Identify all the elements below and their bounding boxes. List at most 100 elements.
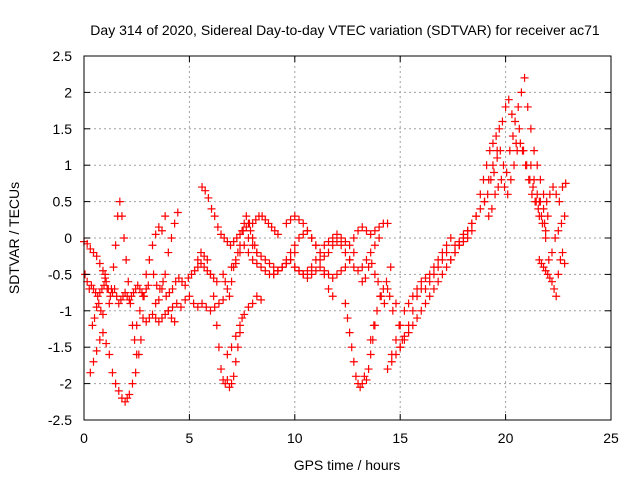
data-point: [463, 226, 472, 235]
series-arc-19: [290, 248, 358, 283]
data-point: [446, 234, 455, 242]
data-point: [554, 226, 563, 235]
series-arc-12: [198, 183, 282, 250]
data-point: [212, 321, 221, 330]
y-tick-label: 0: [64, 230, 72, 246]
data-point: [558, 248, 567, 257]
data-point: [269, 263, 278, 272]
data-point: [299, 270, 308, 279]
series-arc-18: [282, 212, 384, 275]
series-arc-16: [244, 219, 392, 279]
data-point: [434, 277, 443, 286]
data-point: [295, 266, 304, 275]
chart-title: Day 314 of 2020, Sidereal Day-to-day VTE…: [90, 22, 600, 38]
series-arc-05: [101, 197, 141, 359]
data-point: [130, 335, 139, 344]
data-point: [240, 241, 249, 250]
data-point: [502, 168, 511, 177]
series-arc-31: [535, 248, 569, 301]
data-point: [223, 284, 232, 293]
data-point: [549, 183, 558, 192]
data-point: [117, 212, 126, 221]
data-point: [98, 266, 107, 275]
data-point: [370, 270, 379, 279]
data-point: [547, 277, 556, 286]
data-point: [108, 368, 117, 377]
data-point: [202, 303, 211, 312]
data-point: [543, 270, 552, 279]
data-point: [429, 263, 438, 272]
data-point: [541, 266, 550, 275]
data-point: [370, 226, 379, 235]
data-point: [242, 212, 251, 221]
data-point: [238, 226, 247, 235]
data-point: [95, 259, 104, 268]
data-point: [95, 335, 104, 344]
data-point: [227, 379, 236, 388]
data-point: [505, 146, 514, 155]
data-point: [124, 277, 133, 286]
data-point: [229, 372, 238, 381]
data-point: [332, 270, 341, 279]
data-point: [364, 365, 373, 374]
data-point: [93, 292, 102, 301]
data-point: [122, 255, 131, 264]
data-point: [320, 266, 329, 275]
data-point: [526, 161, 535, 170]
data-point: [429, 284, 438, 293]
data-point: [89, 284, 98, 293]
data-point: [108, 288, 117, 297]
data-point: [273, 230, 282, 239]
data-point: [98, 310, 107, 319]
data-point: [116, 295, 125, 304]
data-point: [520, 73, 529, 82]
data-point: [176, 303, 185, 312]
data-point: [332, 237, 341, 246]
data-point: [231, 259, 240, 268]
data-point: [320, 252, 329, 261]
data-point: [425, 277, 434, 286]
data-point: [366, 230, 375, 239]
data-point: [102, 339, 111, 348]
data-point: [328, 241, 337, 250]
data-point: [387, 357, 396, 366]
data-point: [529, 183, 538, 192]
data-point: [238, 314, 247, 323]
data-point: [358, 379, 367, 388]
data-point: [550, 284, 559, 293]
data-point: [316, 263, 325, 272]
data-point: [523, 102, 532, 111]
data-point: [227, 343, 236, 352]
data-point: [115, 197, 124, 206]
data-point: [552, 190, 561, 199]
data-point: [483, 190, 492, 199]
data-point: [290, 241, 299, 250]
series-arc-24: [387, 226, 476, 359]
data-point: [486, 175, 495, 184]
series-arc-02: [81, 270, 153, 308]
data-point: [161, 270, 170, 279]
data-point: [516, 139, 525, 148]
data-point: [358, 223, 367, 232]
data-point: [235, 248, 244, 257]
data-point: [207, 204, 216, 213]
series-arc-03: [86, 328, 145, 406]
data-point: [374, 277, 383, 286]
series-arc-30: [535, 197, 569, 264]
data-point: [193, 255, 202, 264]
data-point: [261, 266, 270, 275]
data-point: [223, 350, 232, 359]
data-point: [485, 146, 494, 155]
data-point: [349, 234, 358, 242]
data-point: [246, 226, 255, 235]
data-point: [400, 306, 409, 315]
data-point: [265, 259, 274, 268]
data-point: [154, 295, 163, 304]
data-point: [244, 234, 253, 242]
data-point: [244, 303, 253, 312]
data-point: [375, 223, 384, 232]
data-point: [362, 226, 371, 235]
data-point: [492, 132, 501, 141]
data-point: [252, 259, 261, 268]
data-point: [203, 255, 212, 264]
